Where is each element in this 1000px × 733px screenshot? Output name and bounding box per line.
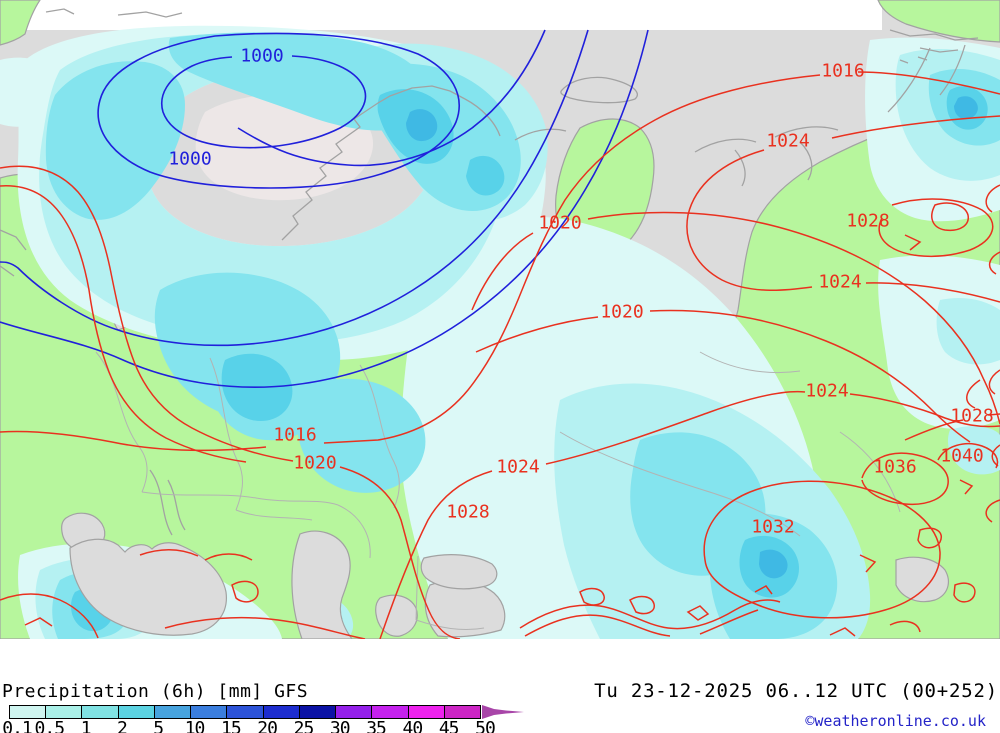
isobar-red-layer	[0, 71, 1000, 639]
isobar-label-1016: 1016	[821, 60, 865, 82]
forecast-datetime: Tu 23-12-2025 06..12 UTC (00+252)	[594, 680, 998, 702]
scale-tick-labels: 0.1 0.5 1 2 5 10 15 20 25 30 35 40 45 50	[0, 718, 560, 733]
color-scale	[9, 705, 481, 719]
scale-tick-2: 2	[117, 718, 128, 733]
isobar-label-1020: 1020	[600, 301, 644, 323]
scale-tick-10: 10	[184, 718, 206, 733]
scale-cell-10	[191, 706, 228, 718]
coastline-layer	[0, 8, 979, 536]
scale-tick-0.1: 0.1	[2, 718, 32, 733]
inland-seas	[61, 512, 949, 639]
scale-cell-40	[408, 706, 445, 718]
isobar-label-1024: 1024	[805, 380, 849, 402]
scale-cell-45	[444, 706, 481, 718]
isobar-blue-layer	[0, 29, 649, 389]
border-layer	[95, 351, 901, 631]
scale-tick-5: 5	[153, 718, 164, 733]
isobar-label-1020: 1020	[538, 212, 582, 234]
isobar-label-1036: 1036	[873, 456, 917, 478]
isobar-label-1028: 1028	[446, 501, 490, 523]
scale-tick-15: 15	[221, 718, 242, 733]
isobar-label-1040: 1040	[940, 445, 984, 467]
legend-title: Precipitation (6h) [mm] GFS	[2, 681, 309, 702]
isobar-label-1024: 1024	[818, 271, 862, 293]
scale-tick-20: 20	[257, 718, 278, 733]
isobar-label-1020: 1020	[293, 452, 337, 474]
scale-tick-0.5: 0.5	[34, 718, 65, 733]
isobar-label-1032: 1032	[751, 516, 795, 538]
scale-tick-1: 1	[80, 718, 92, 733]
scale-overflow-arrow	[482, 705, 524, 719]
isobar-label-1028: 1028	[950, 405, 994, 427]
precipitation-map: 1000 1000 1016 1024 1028 1020 1024 1020 1016 1020…	[0, 0, 1000, 639]
scale-cell-25	[299, 706, 337, 718]
scale-cell-15	[227, 706, 264, 718]
scale-tick-40: 40	[402, 718, 424, 733]
isobar-label-1000: 1000	[168, 148, 212, 170]
isobar-label-1000: 1000	[240, 45, 284, 67]
scale-cell-35	[372, 706, 409, 718]
isobar-label-1024: 1024	[766, 130, 810, 152]
legend-bar: Precipitation (6h) [mm] GFS Tu 23-12-202…	[0, 639, 1000, 733]
scale-tick-35: 35	[366, 718, 387, 733]
scale-tick-50: 50	[475, 718, 496, 733]
isobar-label-1016: 1016	[273, 424, 317, 446]
scale-tick-25: 25	[293, 718, 315, 733]
isobar-label-1028: 1028	[846, 210, 890, 232]
scale-cell-5	[154, 706, 192, 718]
scale-tick-30: 30	[329, 718, 351, 733]
isobar-label-1024: 1024	[496, 456, 540, 478]
scale-cell-0.1	[10, 706, 47, 718]
scale-cell-30	[336, 706, 373, 718]
precip-darkest-layer	[406, 96, 978, 579]
copyright: ©weatheronline.co.uk	[805, 712, 986, 730]
scale-cell-0.5	[46, 706, 83, 718]
scale-tick-45: 45	[438, 718, 460, 733]
scale-cell-1	[82, 706, 119, 718]
scale-cell-20	[263, 706, 300, 718]
arctic-white-band	[22, 0, 882, 30]
scale-cell-2	[118, 706, 155, 718]
